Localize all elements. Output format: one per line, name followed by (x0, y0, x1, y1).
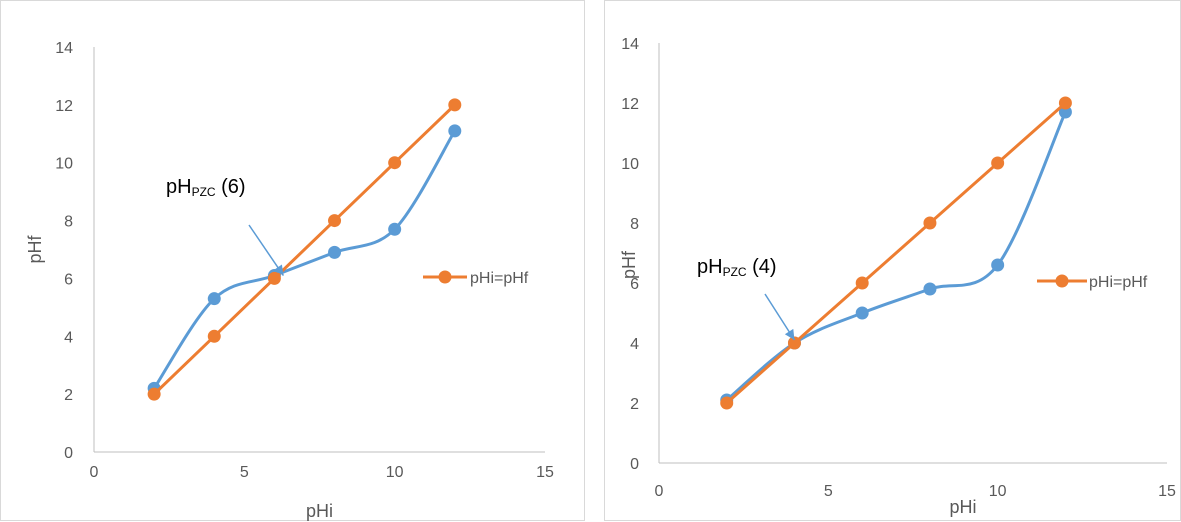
data-point-reference (267, 271, 281, 285)
data-point-measured (388, 222, 402, 236)
chart-panel-left: 0 2 4 6 8 10 12 14 0 5 10 15 pHi pHf pHi=pHf pHPZC (6) (0, 0, 585, 521)
chart-panel-right: 0 2 4 6 8 10 12 14 0 5 10 15 pHi pHf pHi=pHf pHPZC (4) (604, 0, 1181, 521)
y-tick-label: 8 (630, 216, 639, 233)
annotation-label: pHPZC (6) (166, 176, 246, 199)
x-tick-label: 0 (90, 464, 99, 481)
x-tick-label: 15 (1158, 483, 1176, 500)
annotation-subscript: PZC (723, 265, 747, 279)
data-point-reference (388, 156, 402, 170)
x-tick-label: 10 (989, 483, 1007, 500)
series-line-reference (725, 101, 1067, 405)
annotation-main: pH (697, 256, 723, 278)
legend-marker (438, 270, 452, 284)
legend-marker (1055, 274, 1069, 288)
data-point-measured (328, 245, 342, 259)
y-tick-label: 10 (621, 156, 639, 173)
y-tick-label: 12 (621, 96, 639, 113)
legend-label: pHi=pHf (470, 270, 529, 287)
y-tick-label: 14 (621, 36, 639, 53)
data-point-measured (855, 306, 869, 320)
x-tick-label: 0 (655, 483, 664, 500)
data-point-reference (147, 387, 161, 401)
annotation-label: pHPZC (4) (697, 256, 777, 279)
x-tick-label: 5 (824, 483, 833, 500)
data-point-measured (207, 292, 221, 306)
y-tick-label: 8 (64, 214, 73, 231)
x-tick-label: 5 (240, 464, 249, 481)
y-tick-label: 12 (55, 98, 73, 115)
data-point-measured (991, 258, 1005, 272)
y-tick-label: 2 (64, 387, 73, 404)
y-tick-label: 6 (630, 276, 639, 293)
annotation-suffix: (4) (747, 256, 777, 278)
data-point-reference (448, 98, 462, 112)
annotation-arrow-head (784, 328, 795, 340)
data-point-reference (207, 329, 221, 343)
x-tick-label: 15 (536, 464, 554, 481)
x-tick-label: 10 (386, 464, 404, 481)
data-point-reference (855, 276, 869, 290)
annotation-suffix: (6) (216, 176, 246, 198)
chart-left: 0 2 4 6 8 10 12 14 0 5 10 15 pHi pHf pHi=pHf pHPZC (6) (25, 40, 554, 521)
annotation-arrow-head (273, 264, 284, 276)
legend-label: pHi=pHf (1089, 274, 1148, 291)
y-tick-label: 14 (55, 40, 73, 57)
y-axis-title: pHf (25, 234, 45, 263)
data-point-reference (720, 396, 734, 410)
y-tick-label: 2 (630, 396, 639, 413)
data-point-measured (1058, 105, 1072, 119)
data-point-measured (448, 124, 462, 138)
x-axis-title: pHi (949, 497, 976, 517)
annotation-main: pH (166, 176, 192, 198)
y-tick-label: 10 (55, 156, 73, 173)
y-tick-label: 4 (630, 336, 639, 353)
data-point-reference (328, 214, 342, 228)
annotation-subscript: PZC (192, 185, 216, 199)
annotation-arrow-line (248, 224, 285, 276)
x-axis-title: pHi (306, 501, 333, 521)
y-tick-label: 4 (64, 329, 73, 346)
series-line-measured (152, 130, 457, 390)
y-axis-title: pHf (619, 250, 639, 279)
series-line-reference (153, 103, 456, 396)
data-point-reference (787, 336, 801, 350)
data-point-reference (991, 156, 1005, 170)
data-point-reference (1058, 96, 1072, 110)
y-tick-label: 6 (64, 271, 73, 288)
data-point-measured (923, 282, 937, 296)
y-tick-label: 0 (64, 445, 73, 462)
chart-right: 0 2 4 6 8 10 12 14 0 5 10 15 pHi pHf pHi=pHf pHPZC (4) (619, 36, 1176, 517)
y-tick-label: 0 (630, 456, 639, 473)
data-point-reference (923, 216, 937, 230)
